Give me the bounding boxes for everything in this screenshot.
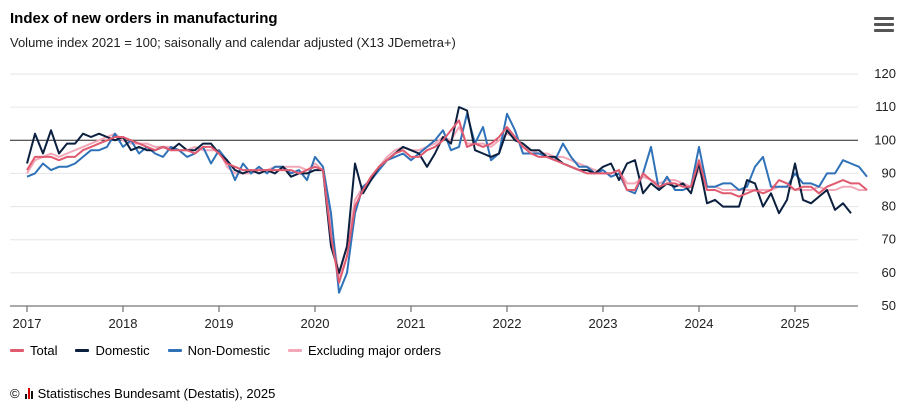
x-tick-label: 2020 [301,316,330,330]
y-tick-label: 110 [875,99,896,114]
copyright-symbol: © [10,386,20,401]
y-tick-label: 60 [882,265,896,280]
y-axis-ticks: 50 60 70 80 90 100 110 120 [874,66,896,313]
y-tick-label: 90 [882,165,896,180]
x-tick-label: 2019 [205,316,234,330]
credit-source: Statistisches Bundesamt (Destatis), 2025 [37,386,276,401]
destatis-logo-icon [24,388,33,399]
legend-item-total[interactable]: Total [10,343,57,358]
credit-line: © Statistisches Bundesamt (Destatis), 20… [10,386,275,401]
y-tick-label: 50 [882,298,896,313]
legend-swatch [10,349,24,352]
x-tick-label: 2024 [685,316,714,330]
chart-title: Index of new orders in manufacturing [10,10,278,27]
hamburger-menu-icon[interactable] [874,17,894,33]
legend-swatch [288,349,303,352]
x-tick-label: 2025 [781,316,810,330]
chart-series [26,106,868,294]
line-chart: 50 60 70 80 90 100 110 120 2017 2018 2019 2020 2021… [10,66,896,330]
x-tick-label: 2017 [13,316,42,330]
legend-swatch [167,349,182,352]
legend-label: Domestic [95,343,150,358]
legend-label: Excluding major orders [308,343,441,358]
legend-swatch [75,349,90,352]
y-tick-label: 120 [874,66,896,81]
y-tick-label: 80 [882,199,896,214]
chart-legend: Total Domestic Non-Domestic Excluding major… [10,343,441,358]
chart-subtitle: Volume index 2021 = 100; saisonally and … [10,35,456,50]
y-tick-label: 70 [882,232,896,247]
x-tick-label: 2018 [109,316,138,330]
x-axis-ticks: 2017 2018 2019 2020 2021 2022 2023 2024 2025 [13,306,810,330]
y-tick-label: 100 [874,132,896,147]
chart-gridlines [10,73,858,307]
legend-label: Total [30,343,58,358]
legend-label: Non-Domestic [187,343,271,358]
x-tick-label: 2023 [589,316,618,330]
legend-item-non-domestic[interactable]: Non-Domestic [167,343,271,358]
series-line-total[interactable] [26,119,868,284]
legend-item-excluding-major-orders[interactable]: Excluding major orders [288,343,441,358]
x-tick-label: 2022 [493,316,522,330]
legend-item-domestic[interactable]: Domestic [75,343,150,358]
x-tick-label: 2021 [397,316,426,330]
